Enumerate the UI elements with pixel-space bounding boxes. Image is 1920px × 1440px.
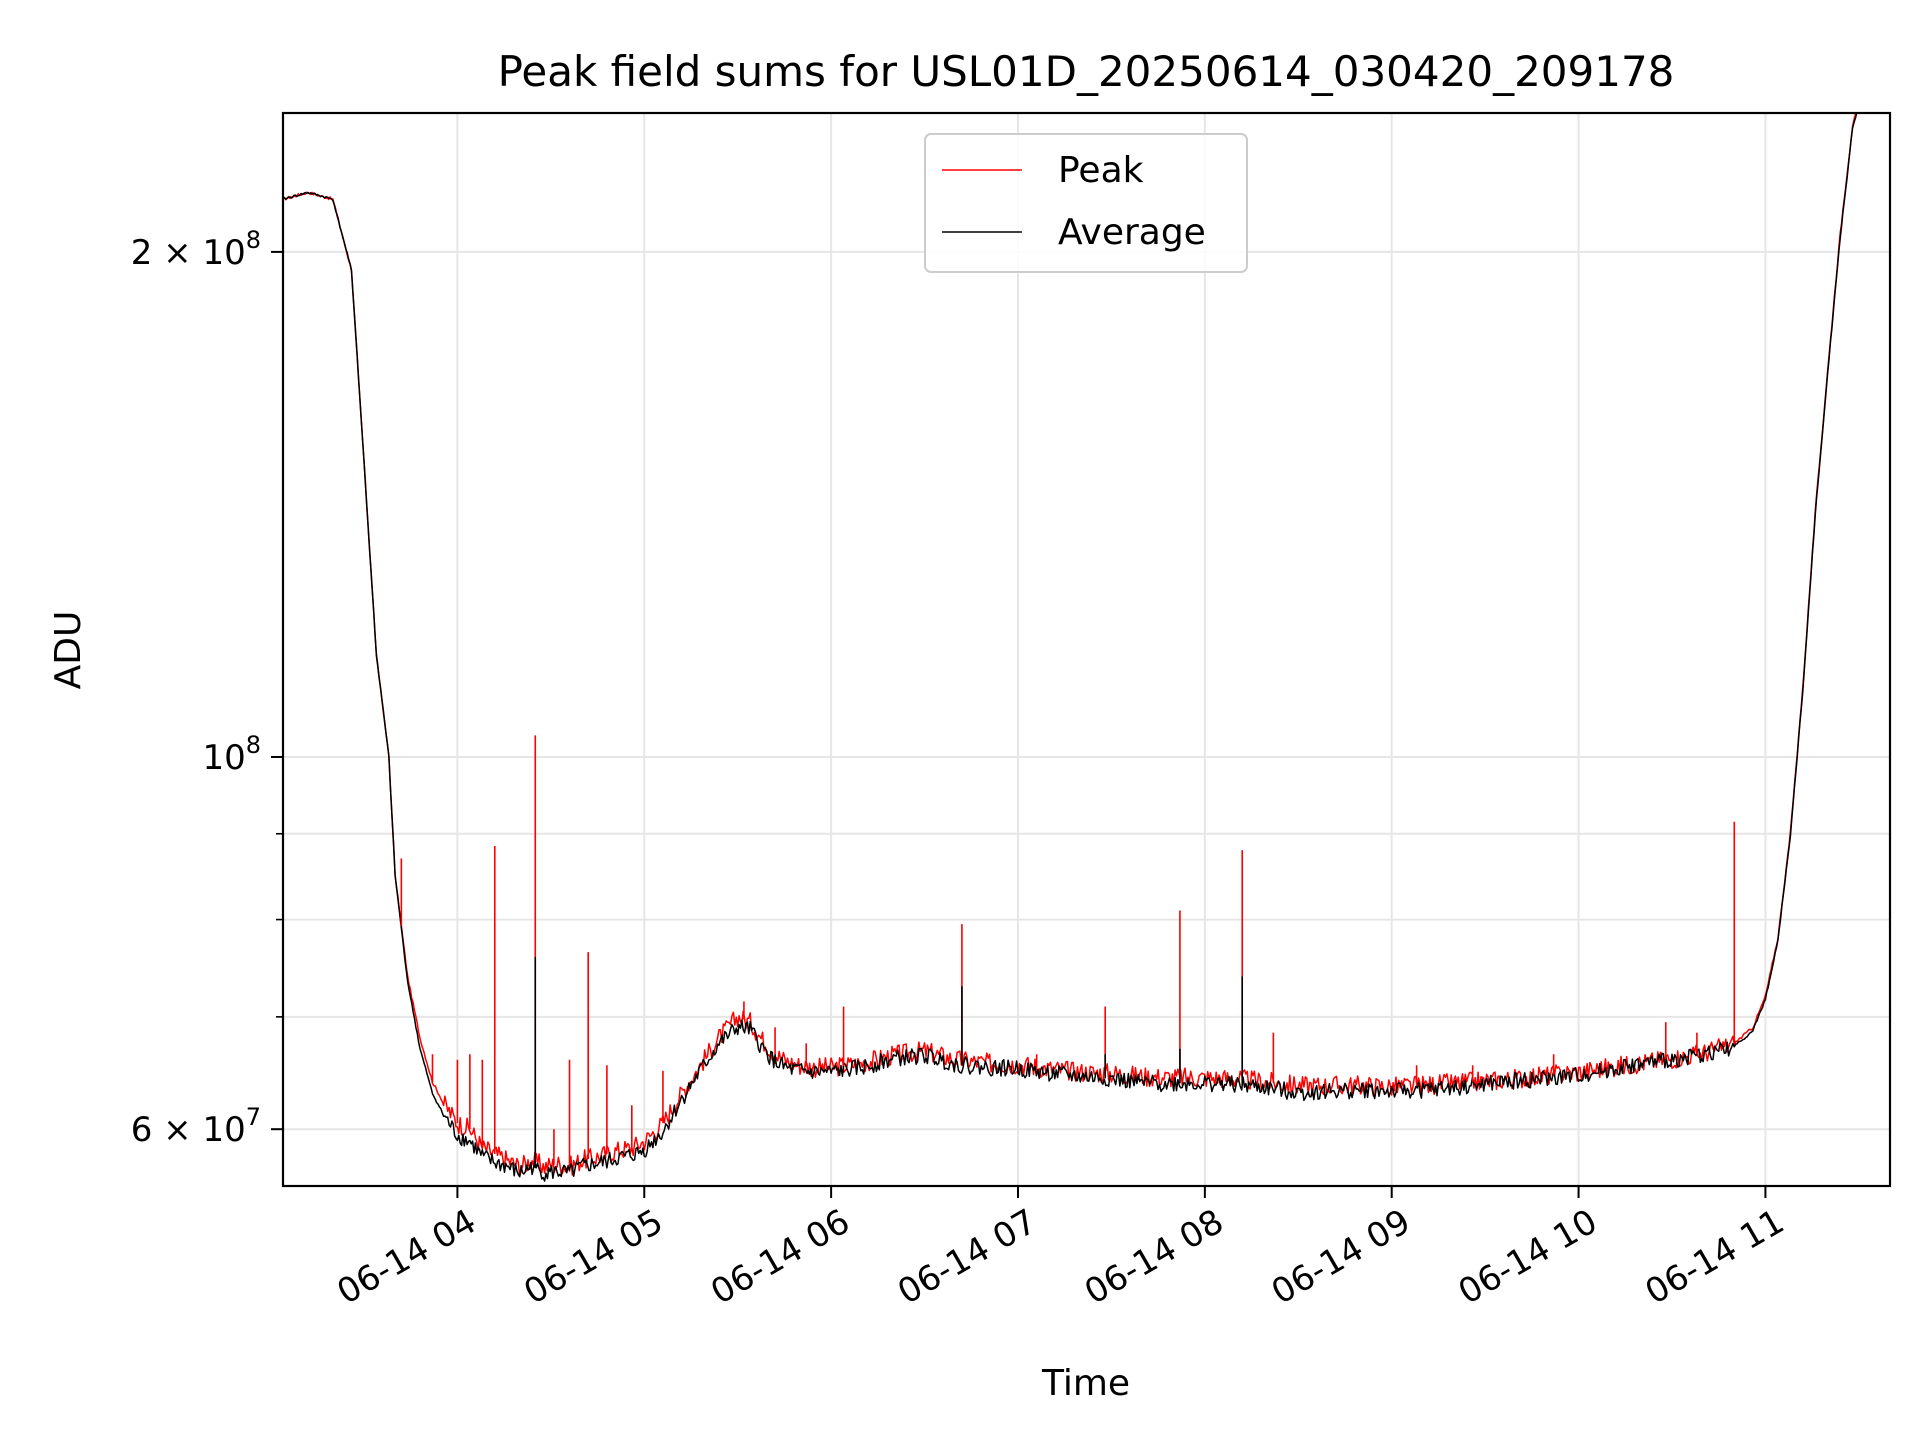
x-tick-label: 06-14 06: [704, 1202, 856, 1313]
x-tick-label: 06-14 09: [1265, 1202, 1417, 1313]
x-tick-label: 06-14 07: [891, 1202, 1043, 1313]
x-tick-label: 06-14 10: [1452, 1202, 1604, 1313]
y-tick-label: 108: [202, 731, 261, 778]
grid-layer: [283, 113, 1890, 1186]
x-tick-label: 06-14 08: [1078, 1202, 1230, 1313]
series-line-peak: [283, 113, 1857, 1178]
legend: Peak Average: [924, 133, 1248, 273]
legend-box: [924, 133, 1248, 273]
x-tick-label: 06-14 11: [1639, 1202, 1791, 1313]
plot-frame: [281, 111, 1892, 1188]
y-tick-label: 2 × 108: [131, 226, 261, 273]
chart-title: Peak field sums for USL01D_20250614_0304…: [498, 47, 1675, 96]
series-layer: [283, 113, 1858, 1182]
series-line-average: [283, 113, 1858, 1182]
x-tick-label: 06-14 04: [331, 1202, 483, 1313]
legend-label-average: Average: [1058, 212, 1206, 253]
x-tick-label: 06-14 05: [517, 1202, 669, 1313]
y-axis: 6 × 107 108 2 × 108: [131, 226, 283, 1150]
y-axis-label: ADU: [48, 611, 89, 690]
legend-label-peak: Peak: [1058, 150, 1144, 191]
x-axis-label: Time: [1041, 1363, 1130, 1404]
y-tick-label: 6 × 107: [131, 1103, 261, 1150]
x-axis: 06-14 04 06-14 05 06-14 06 06-14 07 06-14 08…: [331, 1186, 1791, 1313]
